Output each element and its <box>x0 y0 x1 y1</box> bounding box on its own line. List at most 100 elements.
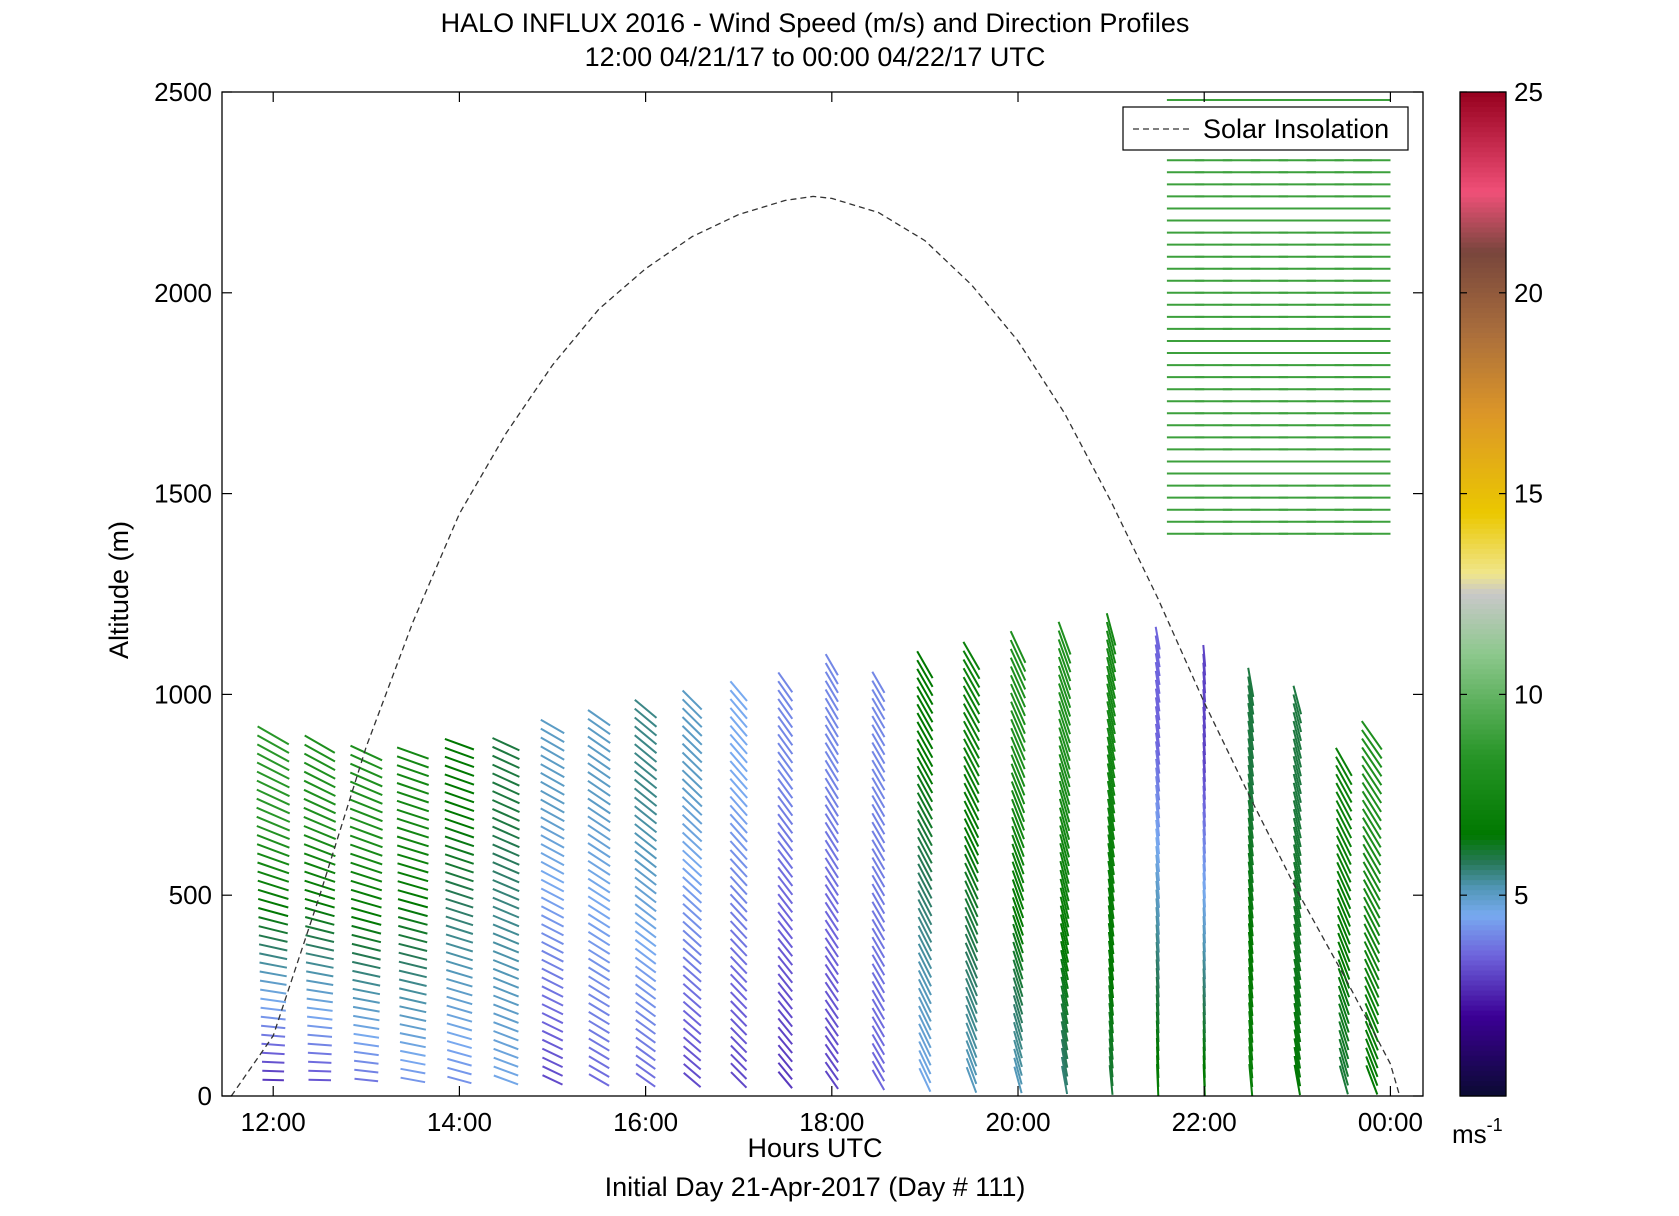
colorbar-segment <box>1460 363 1506 369</box>
wind-arrow <box>492 737 520 752</box>
wind-arrow <box>398 942 428 952</box>
wind-arrow <box>729 707 748 729</box>
chart-title: HALO INFLUX 2016 - Wind Speed (m/s) and … <box>441 8 1190 38</box>
wind-arrow <box>396 790 430 804</box>
wind-arrow <box>587 966 611 982</box>
colorbar-segment <box>1460 573 1506 580</box>
wind-arrow <box>542 1065 564 1077</box>
colorbar-segment <box>1460 142 1506 148</box>
wind-arrow <box>777 1026 793 1045</box>
wind-arrow <box>1012 977 1024 1006</box>
wind-arrow <box>729 760 748 782</box>
wind-arrow <box>1154 661 1161 686</box>
wind-arrow <box>1060 994 1069 1025</box>
wind-arrow <box>1059 923 1070 954</box>
wind-arrow <box>777 1071 793 1089</box>
wind-arrow <box>1058 789 1071 823</box>
wind-arrow <box>444 835 475 848</box>
colorbar-segment <box>1460 684 1506 690</box>
wind-arrow <box>777 928 794 949</box>
wind-arrow <box>1247 896 1254 928</box>
wind-arrow <box>1060 1039 1069 1068</box>
wind-arrow <box>587 771 611 788</box>
wind-arrow <box>492 905 520 919</box>
wind-arrow <box>352 987 381 996</box>
wind-arrow <box>682 902 703 922</box>
wind-arrow <box>1292 817 1302 848</box>
wind-arrow <box>1247 817 1254 848</box>
wind-arrow <box>541 967 564 981</box>
wind-arrow <box>1292 764 1302 795</box>
wind-arrow <box>1363 941 1380 972</box>
wind-arrow <box>492 825 520 840</box>
colorbar-segment <box>1460 272 1506 279</box>
wind-arrow <box>1106 648 1117 682</box>
wind-arrow <box>1337 976 1350 1007</box>
wind-arrow <box>916 694 934 723</box>
wind-arrow <box>350 753 383 770</box>
wind-arrow <box>871 1060 886 1082</box>
wind-arrow <box>1105 630 1117 664</box>
wind-arrow <box>1154 688 1161 712</box>
wind-arrow <box>824 777 839 800</box>
wind-arrow <box>349 789 383 805</box>
wind-arrow <box>1247 826 1254 857</box>
wind-arrow <box>492 745 520 761</box>
wind-arrow <box>729 786 748 808</box>
wind-arrow <box>634 832 658 851</box>
wind-arrow <box>493 1038 519 1051</box>
wind-arrow <box>396 764 430 778</box>
wind-arrow <box>588 993 611 1008</box>
wind-arrow <box>963 827 980 856</box>
wind-arrow <box>633 787 658 807</box>
colorbar-segment <box>1460 398 1506 404</box>
colorbar-segment <box>1460 277 1506 284</box>
wind-arrow <box>399 1032 427 1040</box>
wind-arrow <box>257 888 289 900</box>
colorbar-segment <box>1460 533 1506 540</box>
colorbar-segment <box>1460 629 1506 635</box>
colorbar-segment <box>1460 528 1506 535</box>
colorbar-segment <box>1460 829 1506 836</box>
colorbar-segment <box>1460 418 1506 424</box>
wind-arrow <box>398 951 428 961</box>
wind-arrow <box>446 969 473 979</box>
wind-arrow <box>540 816 565 831</box>
wind-arrow <box>729 929 748 948</box>
wind-arrow <box>1105 621 1117 655</box>
wind-arrow <box>1361 799 1382 831</box>
wind-arrow <box>965 1040 978 1067</box>
wind-arrow <box>540 780 565 796</box>
wind-arrow <box>777 920 794 940</box>
wind-arrow <box>493 1056 519 1068</box>
y-axis-label: Altitude (m) <box>104 521 134 659</box>
wind-arrow <box>1059 825 1070 858</box>
wind-arrow <box>1060 1003 1069 1033</box>
colorbar-segment <box>1460 147 1506 153</box>
colorbar-segment <box>1460 915 1506 921</box>
wind-arrow <box>262 1069 285 1073</box>
wind-arrow <box>256 825 290 841</box>
wind-arrow <box>729 982 748 1001</box>
wind-arrow <box>446 995 473 1006</box>
colorbar-segment <box>1460 754 1506 761</box>
wind-arrow <box>1247 799 1254 830</box>
wind-arrow <box>682 956 702 974</box>
wind-arrow <box>493 1021 519 1033</box>
colorbar-segment <box>1460 639 1506 645</box>
plot-frame <box>221 91 1424 1097</box>
wind-arrow <box>1335 773 1353 803</box>
wind-arrow <box>918 1049 932 1075</box>
wind-arrow <box>1361 773 1383 804</box>
wind-arrow <box>303 788 336 806</box>
wind-arrow <box>1338 1003 1350 1033</box>
colorbar-segment <box>1460 664 1506 670</box>
wind-arrow <box>777 902 794 922</box>
colorbar-segment <box>1460 408 1506 414</box>
colorbar-segment <box>1460 1050 1506 1057</box>
colorbar-segment <box>1460 824 1506 831</box>
wind-arrow <box>777 973 793 993</box>
wind-arrow <box>777 671 794 693</box>
wind-arrow <box>587 779 611 797</box>
wind-arrow <box>349 771 383 788</box>
